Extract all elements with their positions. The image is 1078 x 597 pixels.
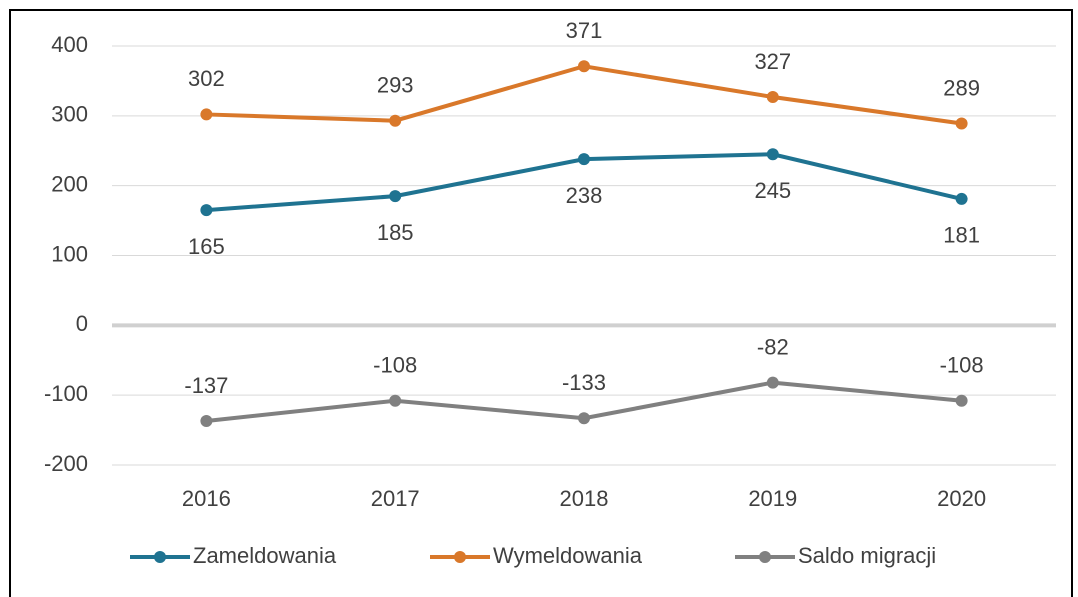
point [766,90,779,103]
data-label: 181 [943,223,980,248]
data-label: 165 [188,234,225,259]
x-tick-label: 2019 [748,486,797,511]
y-tick-label: 200 [51,171,88,196]
data-label: 293 [377,73,414,98]
data-label: 245 [754,178,791,203]
legend-label: Wymeldowania [493,543,643,568]
point [200,415,213,428]
point [955,394,968,407]
data-label: -82 [757,334,789,359]
x-tick-label: 2020 [937,486,986,511]
frame [9,9,1073,597]
point [955,117,968,130]
data-label: 302 [188,66,225,91]
data-label: 327 [754,49,791,74]
y-tick-label: 0 [76,311,88,336]
legend-marker [759,551,771,563]
x-tick-label: 2017 [371,486,420,511]
y-tick-label: -200 [44,451,88,476]
data-label: 185 [377,220,414,245]
x-tick-label: 2016 [182,486,231,511]
y-tick-label: 300 [51,102,88,127]
point [578,60,590,73]
data-label: -137 [184,373,228,398]
data-label: -108 [373,353,417,378]
point [389,394,402,407]
point [389,114,402,127]
point [955,192,968,205]
legend-marker [154,551,166,563]
y-tick-label: 400 [51,32,88,57]
legend-label: Zameldowania [193,543,337,568]
point [200,108,213,121]
legend-label: Saldo migracji [798,543,936,568]
data-label: -108 [940,353,984,378]
point [578,412,590,425]
data-label: 289 [943,75,980,100]
data-label: -133 [562,370,606,395]
legend-marker [454,551,466,563]
point [200,204,213,217]
point [578,153,590,166]
data-label: 238 [566,183,603,208]
x-tick-label: 2018 [560,486,609,511]
point [389,190,402,203]
point [766,148,779,161]
y-tick-label: -100 [44,381,88,406]
data-label: 371 [566,18,603,43]
point [766,376,779,389]
y-tick-label: 100 [51,241,88,266]
